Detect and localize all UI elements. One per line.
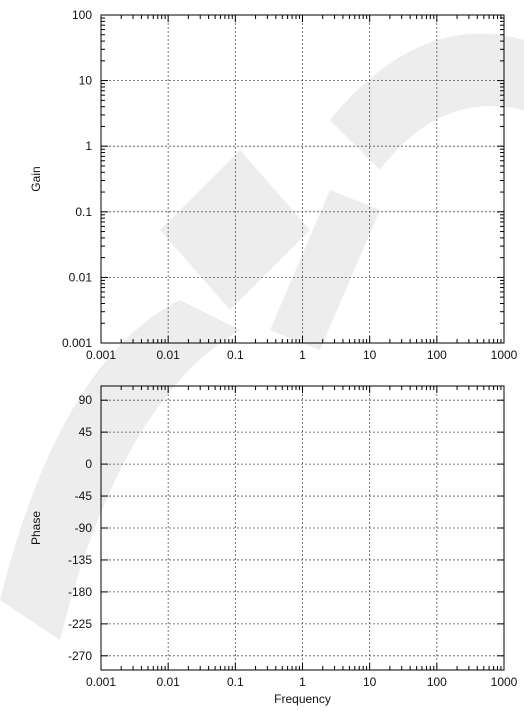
x-tick-label: 1000	[491, 348, 518, 362]
y-tick-label: 90	[79, 393, 93, 407]
y-tick-label: 0	[85, 457, 92, 471]
y-tick-label: -45	[75, 489, 93, 503]
phase-plot: 0.001 0.01 0.1 1 10 100 1000 90 45 0 -45 -90 -135 -18…	[29, 385, 518, 706]
y-tick-label: -180	[68, 585, 92, 599]
y-axis-label: Phase	[29, 511, 43, 545]
x-tick-label: 0.001	[86, 675, 116, 689]
y-axis-label: Gain	[29, 166, 43, 191]
y-tick-label: -90	[75, 521, 93, 535]
gain-plot: 0.001 0.01 0.1 1 10 100 1000 0.001 0.01 0.1 1 10 100…	[29, 8, 518, 362]
y-tick-label: -135	[68, 553, 92, 567]
x-tick-label: 0.1	[227, 348, 244, 362]
x-tick-label: 100	[427, 675, 447, 689]
plot-frame	[100, 385, 505, 671]
x-tick-label: 1000	[491, 675, 518, 689]
x-tick-label: 0.01	[156, 348, 180, 362]
y-tick-label: -225	[68, 617, 92, 631]
x-tick-label: 0.1	[227, 675, 244, 689]
x-tick-label: 1	[299, 348, 306, 362]
y-tick-label: 0.1	[75, 205, 92, 219]
y-tick-label: 45	[79, 425, 93, 439]
plot-frame	[100, 14, 505, 344]
y-tick-label: 0.01	[69, 270, 93, 284]
x-tick-label: 100	[427, 348, 447, 362]
x-tick-label: 10	[363, 348, 377, 362]
x-tick-label: 10	[363, 675, 377, 689]
x-tick-label: 0.01	[156, 675, 180, 689]
y-tick-label: 1	[85, 139, 92, 153]
x-tick-label: 1	[299, 675, 306, 689]
x-tick-label: 0.001	[86, 348, 116, 362]
y-tick-label: -270	[68, 649, 92, 663]
y-tick-label: 100	[72, 8, 92, 22]
watermark	[0, 33, 524, 640]
y-tick-label: 0.001	[62, 336, 92, 350]
y-tick-label: 10	[79, 74, 93, 88]
x-axis-label: Frequency	[274, 692, 331, 706]
